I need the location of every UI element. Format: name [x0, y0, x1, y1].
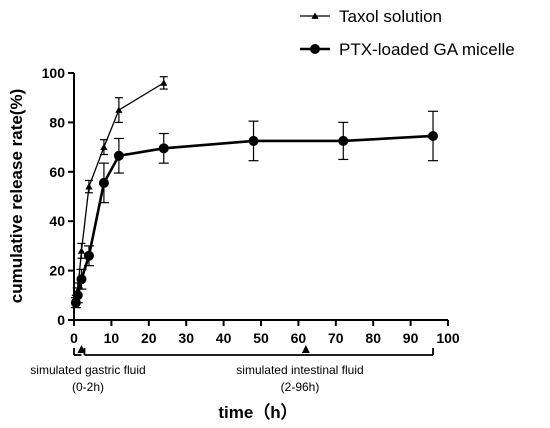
- y-tick-label: 0: [57, 312, 65, 328]
- data-point: [77, 247, 86, 254]
- arrow-head: [301, 345, 310, 353]
- legend-marker: [310, 44, 320, 54]
- series-layer: [70, 76, 439, 309]
- y-tick-label: 20: [49, 263, 65, 279]
- x-tick-label: 50: [253, 330, 269, 346]
- x-tick-label: 90: [403, 330, 419, 346]
- data-point: [85, 183, 93, 190]
- series-2: [70, 110, 439, 309]
- data-point: [100, 143, 108, 150]
- x-tick-label: 20: [141, 330, 157, 346]
- x-tick-label: 30: [178, 330, 194, 346]
- legend: Taxol solution PTX-loaded GA micelle: [300, 7, 515, 59]
- data-point: [428, 130, 439, 141]
- annotation-layer: simulated gastric fluid(0-2h)simulated i…: [30, 345, 434, 394]
- x-tick-label: 10: [104, 330, 120, 346]
- data-point: [76, 274, 87, 285]
- data-point: [98, 177, 109, 188]
- legend-label: Taxol solution: [339, 7, 442, 26]
- y-tick-label: 100: [42, 65, 66, 81]
- data-point: [338, 135, 349, 146]
- series-line: [74, 134, 434, 304]
- data-point: [158, 143, 169, 154]
- data-point: [72, 290, 83, 301]
- arrow-head: [77, 345, 86, 353]
- x-tick-label: 70: [328, 330, 344, 346]
- annotation-text: simulated intestinal fluid: [236, 363, 363, 377]
- legend-label: PTX-loaded GA micelle: [339, 40, 515, 59]
- x-tick-label: 60: [291, 330, 307, 346]
- data-point: [248, 135, 259, 146]
- data-point: [113, 150, 124, 161]
- x-tick-label: 0: [70, 330, 78, 346]
- x-tick-label: 80: [365, 330, 381, 346]
- data-point: [83, 250, 94, 261]
- annotation-text: (0-2h): [72, 380, 104, 394]
- y-tick-label: 40: [49, 213, 65, 229]
- phase-annotation-2: simulated intestinal fluid (2-96h): [83, 345, 434, 394]
- data-point: [160, 79, 168, 86]
- annotation-text: (2-96h): [281, 380, 320, 394]
- data-point: [115, 106, 123, 113]
- x-tick-label: 100: [436, 330, 460, 346]
- y-tick-label: 80: [49, 114, 65, 130]
- phase-annotation-1: simulated gastric fluid (0-2h): [30, 345, 146, 394]
- x-tick-label: 40: [216, 330, 232, 346]
- y-axis-label: cumulative release rate(%): [7, 89, 26, 304]
- x-axis-label: time（h）: [218, 402, 297, 422]
- annotation-text: simulated gastric fluid: [30, 363, 145, 377]
- axes-layer: 0 10 20 30 40 50 60 70 80 90 100 0 20 40 60 80 100: [42, 65, 460, 346]
- series-1: [71, 76, 168, 306]
- legend-marker: [311, 12, 319, 19]
- y-tick-label: 60: [49, 164, 65, 180]
